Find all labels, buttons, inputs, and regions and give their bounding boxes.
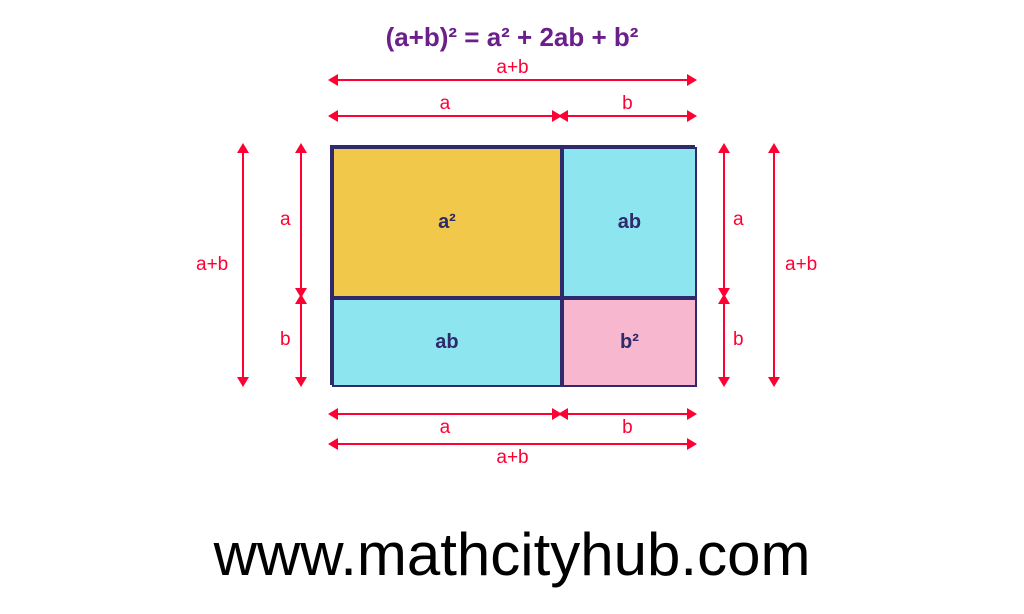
dim-left-aplusb-label: a+b	[196, 254, 228, 276]
dim-bottom-aplusb	[330, 443, 695, 445]
dim-bottom-a	[330, 413, 560, 415]
dim-right-aplusb	[773, 145, 775, 385]
dim-left-aplusb	[242, 145, 244, 385]
dim-left-a	[300, 145, 302, 296]
website-url: www.mathcityhub.com	[0, 520, 1024, 589]
dim-right-a	[723, 145, 725, 296]
dim-right-b-label: b	[733, 329, 744, 351]
dim-left-a-label: a	[280, 209, 291, 231]
dim-left-b	[300, 296, 302, 385]
dim-bottom-b-label: b	[560, 417, 695, 439]
dim-bottom-aplusb-label: a+b	[330, 447, 695, 469]
dim-right-b	[723, 296, 725, 385]
cell-b2-label: b²	[620, 331, 639, 354]
formula-equation: (a+b)² = a² + 2ab + b²	[0, 22, 1024, 53]
dim-right-aplusb-arrow-down	[768, 377, 780, 387]
square: a² ab ab b²	[330, 145, 695, 385]
dim-top-a-label: a	[330, 93, 560, 115]
dim-left-b-arrow-down	[295, 377, 307, 387]
dim-left-a-arrow-up	[295, 143, 307, 153]
dim-right-b-arrow-up	[718, 294, 730, 304]
dim-left-b-label: b	[280, 329, 291, 351]
dim-top-aplusb-label: a+b	[330, 57, 695, 79]
dim-right-b-arrow-down	[718, 377, 730, 387]
dim-left-aplusb-arrow-down	[237, 377, 249, 387]
dim-top-b	[560, 115, 695, 117]
cell-ab-bottom: ab	[332, 298, 562, 387]
dim-right-aplusb-label: a+b	[785, 254, 817, 276]
cell-b2: b²	[562, 298, 697, 387]
dim-bottom-a-label: a	[330, 417, 560, 439]
cell-ab-top-label: ab	[618, 211, 641, 234]
dim-top-b-label: b	[560, 93, 695, 115]
dim-top-a	[330, 115, 560, 117]
dim-bottom-b	[560, 413, 695, 415]
cell-a2-label: a²	[438, 211, 456, 234]
dim-right-aplusb-arrow-up	[768, 143, 780, 153]
dim-left-b-arrow-up	[295, 294, 307, 304]
stage: { "formula": { "text": "(a+b)² = a² + 2a…	[0, 0, 1024, 614]
dim-right-a-arrow-up	[718, 143, 730, 153]
cell-ab-top: ab	[562, 147, 697, 298]
dim-top-aplusb	[330, 79, 695, 81]
dim-right-a-label: a	[733, 209, 744, 231]
cell-ab-bottom-label: ab	[435, 331, 458, 354]
dim-left-aplusb-arrow-up	[237, 143, 249, 153]
cell-a2: a²	[332, 147, 562, 298]
